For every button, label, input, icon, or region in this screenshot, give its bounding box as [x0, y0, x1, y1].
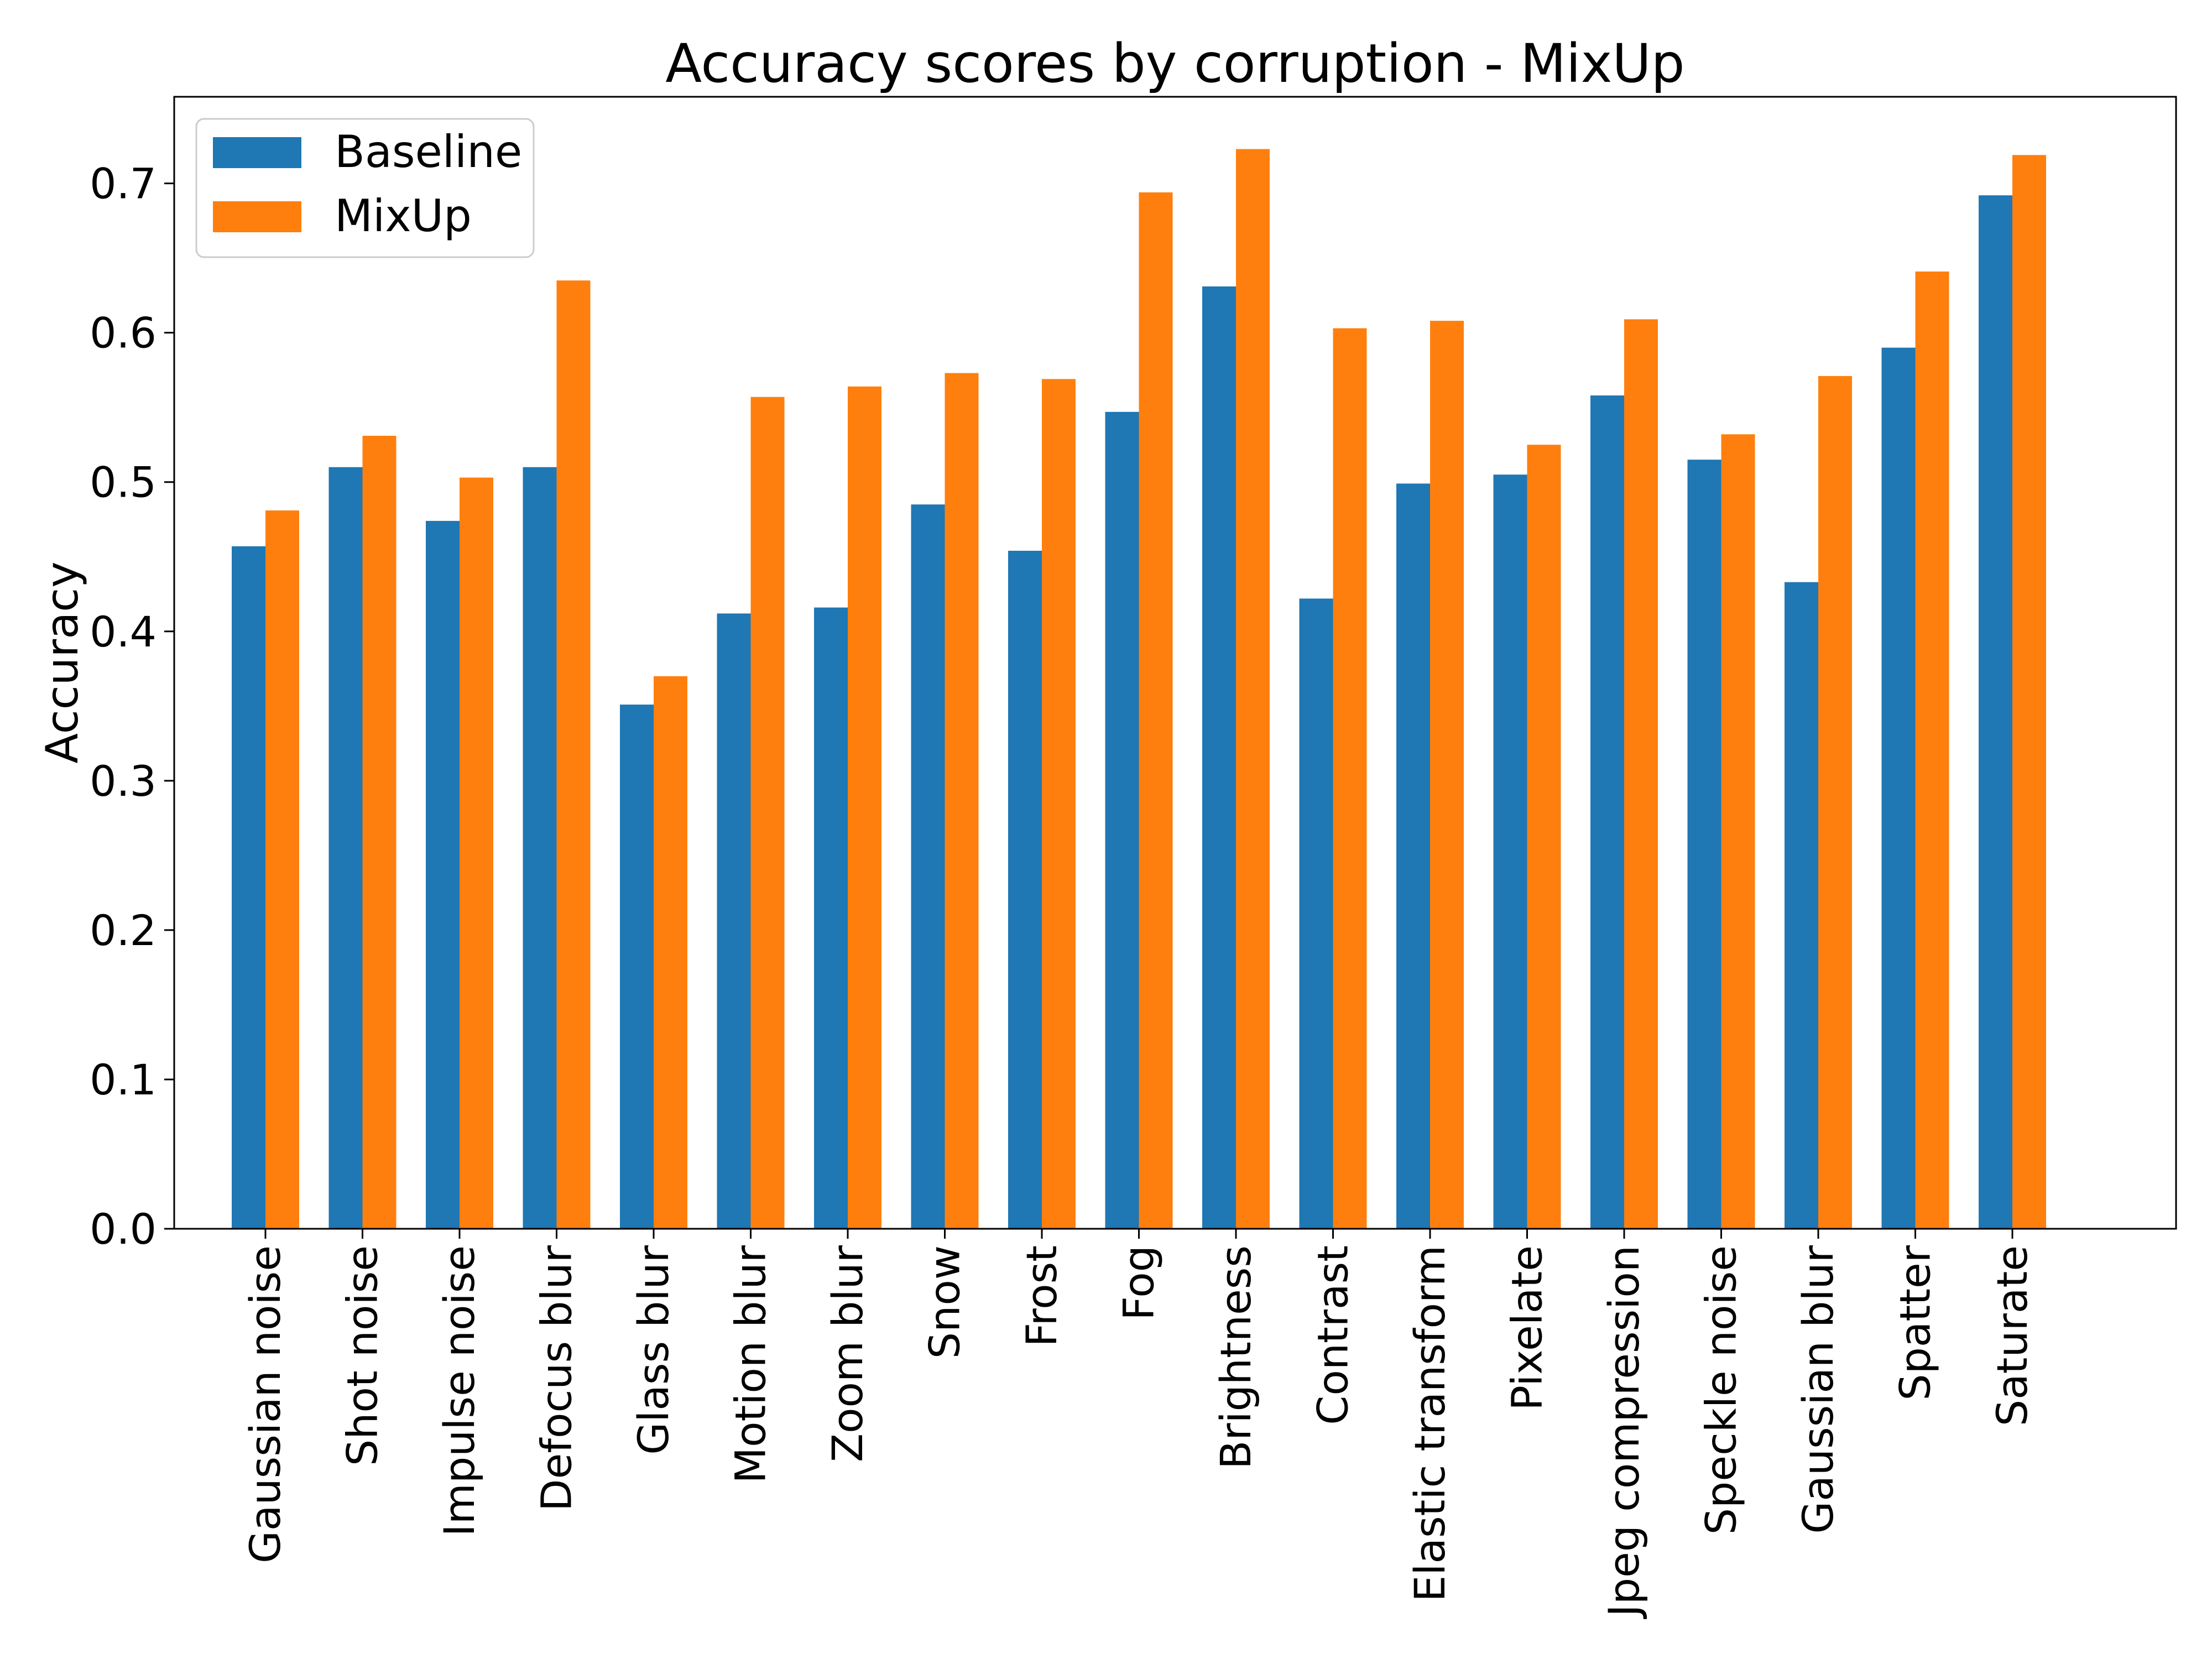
bar-baseline-saturate	[1979, 195, 2012, 1229]
x-tick-label-gaussian-noise: Gaussian noise	[241, 1245, 290, 1563]
bar-baseline-motion-blur	[717, 613, 751, 1229]
x-tick-label-spatter: Spatter	[1891, 1245, 1940, 1400]
bar-mixup-zoom-blur	[848, 386, 881, 1229]
y-tick-label: 0.1	[90, 1055, 156, 1104]
bar-mixup-fog	[1139, 192, 1173, 1229]
y-axis-label: Accuracy	[36, 561, 88, 763]
bar-mixup-snow	[945, 373, 979, 1229]
bar-mixup-spatter	[1915, 271, 1949, 1229]
bar-baseline-snow	[911, 504, 945, 1229]
x-tick-label-motion-blur: Motion blur	[726, 1245, 775, 1483]
bar-mixup-motion-blur	[750, 397, 785, 1229]
x-tick-label-glass-blur: Glass blur	[629, 1245, 678, 1454]
legend-label-baseline: Baseline	[335, 126, 522, 178]
bar-mixup-defocus-blur	[556, 280, 591, 1229]
bar-mixup-shot-noise	[362, 436, 397, 1229]
x-tick-label-frost: Frost	[1017, 1245, 1066, 1347]
x-tick-label-gaussian-blur: Gaussian blur	[1793, 1245, 1843, 1533]
bar-mixup-gaussian-blur	[1818, 375, 1852, 1229]
bar-mixup-speckle-noise	[1721, 434, 1755, 1229]
bar-baseline-jpeg-compression	[1590, 395, 1624, 1229]
bar-mixup-elastic-transform	[1430, 321, 1464, 1229]
bar-baseline-pixelate	[1493, 474, 1527, 1229]
y-tick-label: 0.7	[90, 159, 156, 208]
legend-swatch-baseline	[213, 137, 301, 168]
chart-title: Accuracy scores by corruption - MixUp	[665, 33, 1684, 95]
bar-baseline-elastic-transform	[1396, 483, 1430, 1229]
x-tick-label-pixelate: Pixelate	[1503, 1245, 1552, 1411]
legend-swatch-mixup	[213, 201, 301, 232]
x-tick-label-shot-noise: Shot noise	[338, 1245, 387, 1466]
plot-frame	[173, 96, 2177, 1230]
bar-mixup-jpeg-compression	[1624, 319, 1658, 1229]
x-tick-label-defocus-blur: Defocus blur	[532, 1245, 581, 1511]
bar-baseline-gaussian-noise	[232, 546, 265, 1229]
bar-mixup-frost	[1042, 379, 1076, 1229]
bar-baseline-frost	[1008, 550, 1042, 1229]
bar-mixup-gaussian-noise	[265, 510, 299, 1229]
x-tick-label-elastic-transform: Elastic transform	[1405, 1245, 1454, 1602]
y-tick-label: 0.3	[90, 757, 156, 806]
y-tick-label: 0.5	[90, 458, 156, 507]
x-tick-label-saturate: Saturate	[1987, 1245, 2037, 1426]
legend-label-mixup: MixUp	[335, 190, 472, 242]
y-tick-label: 0.2	[90, 906, 156, 955]
x-tick-label-fog: Fog	[1114, 1245, 1164, 1321]
bar-mixup-pixelate	[1527, 445, 1561, 1229]
x-tick-label-snow: Snow	[920, 1245, 969, 1359]
bar-baseline-shot-noise	[328, 467, 363, 1229]
x-tick-label-impulse-noise: Impulse noise	[435, 1245, 484, 1537]
x-tick-label-jpeg-compression: Jpeg compression	[1599, 1245, 1648, 1619]
bar-baseline-fog	[1105, 411, 1139, 1229]
bar-baseline-defocus-blur	[523, 467, 557, 1229]
bar-baseline-speckle-noise	[1687, 460, 1721, 1229]
x-tick-label-speckle-noise: Speckle noise	[1697, 1245, 1746, 1535]
x-tick-label-zoom-blur: Zoom blur	[823, 1245, 872, 1462]
bar-baseline-glass-blur	[620, 705, 654, 1229]
bar-baseline-brightness	[1202, 286, 1236, 1229]
bar-baseline-spatter	[1881, 347, 1916, 1229]
y-tick-label: 0.0	[90, 1204, 156, 1254]
y-axis: 0.0 0.1 0.2 0.3 0.4 0.5 0.6 0.7	[90, 159, 174, 1254]
bar-baseline-contrast	[1299, 598, 1333, 1229]
bar-baseline-impulse-noise	[426, 520, 460, 1229]
bar-mixup-glass-blur	[654, 676, 687, 1229]
bar-mixup-contrast	[1333, 328, 1367, 1229]
bars-layer	[232, 149, 2046, 1229]
x-axis: Gaussian noise Shot noise Impulse noise Def…	[241, 1229, 2037, 1619]
x-tick-label-contrast: Contrast	[1308, 1245, 1358, 1425]
x-tick-label-brightness: Brightness	[1211, 1245, 1260, 1469]
bar-mixup-brightness	[1236, 149, 1270, 1229]
y-tick-label: 0.4	[90, 607, 156, 656]
y-tick-label: 0.6	[90, 309, 156, 358]
legend: Baseline MixUp	[195, 118, 535, 258]
bar-baseline-zoom-blur	[814, 607, 848, 1229]
bar-mixup-impulse-noise	[460, 477, 493, 1229]
bar-mixup-saturate	[2012, 155, 2046, 1229]
bar-baseline-gaussian-blur	[1785, 582, 1818, 1229]
